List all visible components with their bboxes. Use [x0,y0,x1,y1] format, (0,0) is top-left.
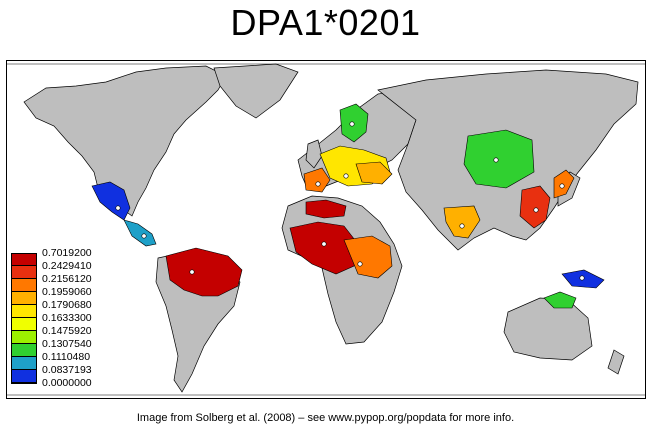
sample-point [357,261,363,267]
legend-item: 0.1959060 [11,286,121,305]
sample-point [189,269,195,275]
legend-item: 0.7019200 [11,247,121,266]
sample-point [315,181,321,187]
legend-label: 0.7019200 [42,247,92,259]
frequency-regions [91,103,605,309]
land-new-zealand [607,349,625,375]
legend-min-label: 0.0000000 [42,377,92,389]
sample-points [115,121,585,281]
legend-item: 0.0837193 [11,364,121,383]
region-mexico [91,181,131,221]
legend-item-min: 0.0000000 [11,377,121,396]
legend-swatch [11,318,37,331]
legend-label: 0.0837193 [42,364,92,376]
legend-swatch [11,279,37,292]
sample-point [349,121,355,127]
legend-swatch [11,305,37,318]
region-mongolia [463,129,535,189]
legend-item: 0.1307540 [11,338,121,357]
source-caption: Image from Solberg et al. (2008) – see w… [136,412,515,424]
sample-point [533,207,539,213]
world-map [6,60,646,399]
land-uk [305,139,323,169]
legend-item: 0.1790680 [11,299,121,318]
legend-item: 0.2156120 [11,273,121,292]
region-central-africa [343,235,393,279]
legend-frame [11,253,37,384]
legend-label: 0.2429410 [42,260,92,272]
legend-label: 0.1633300 [42,312,92,324]
legend-item: 0.1633300 [11,312,121,331]
legend-swatch [11,253,37,266]
legend-swatch [11,331,37,344]
region-india [443,205,481,239]
region-amazon [165,247,243,297]
legend-label: 0.1475920 [42,325,92,337]
region-iberia [303,167,331,193]
sample-point [493,157,499,163]
region-east-china [519,185,551,229]
legend-label: 0.1790680 [42,299,92,311]
sample-point [115,205,121,211]
sample-point [343,173,349,179]
legend-item: 0.1110480 [11,351,121,370]
legend-swatch [11,357,37,370]
legend-swatch [11,370,37,383]
map-title: DPA1*0201 [230,2,421,43]
legend-label: 0.1959060 [42,286,92,298]
legend-item: 0.1475920 [11,325,121,344]
legend-swatch [11,266,37,279]
region-north-australia [543,291,577,309]
region-central-america [123,219,157,247]
legend-swatch [11,292,37,305]
sample-point [141,233,147,239]
legend-item: 0.2429410 [11,260,121,279]
region-north-africa [305,199,347,219]
land-north-america [23,65,227,217]
region-west-africa [289,221,359,275]
sample-point [321,241,327,247]
region-eastern-europe [355,161,393,185]
legend-swatch [11,344,37,357]
sample-point [559,183,565,189]
legend-label: 0.1110480 [42,351,91,363]
land-greenland [213,63,299,119]
region-japan [553,169,575,199]
sample-point [459,223,465,229]
legend-label: 0.1307540 [42,338,92,350]
legend-label: 0.2156120 [42,273,92,285]
sample-point [579,275,585,281]
